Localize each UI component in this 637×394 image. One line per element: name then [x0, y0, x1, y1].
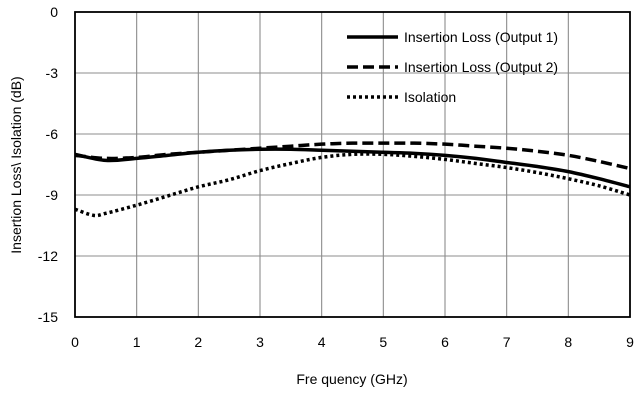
x-tick-label: 9 [626, 334, 634, 350]
legend-label-output-1: Insertion Loss (Output 1) [404, 29, 558, 45]
grid [75, 12, 630, 317]
x-tick-label: 6 [441, 334, 449, 350]
x-tick-label: 0 [71, 334, 79, 350]
y-tick-label: -12 [38, 248, 58, 264]
y-tick-label: 0 [50, 4, 58, 20]
legend-label-output-2: Insertion Loss (Output 2) [404, 59, 558, 75]
y-tick-label: -9 [46, 187, 59, 203]
y-tick-label: -15 [38, 309, 58, 325]
series-line-output-2 [74, 141, 631, 171]
y-tick-label: -6 [46, 126, 59, 142]
y-tick-label: -3 [46, 65, 59, 81]
x-tick-label: 2 [194, 334, 202, 350]
series-lines [74, 141, 631, 218]
x-axis-title: Fre quency (GHz) [296, 371, 407, 387]
series-line-output-1 [74, 147, 631, 189]
x-tick-label: 7 [503, 334, 511, 350]
x-tick-label: 4 [318, 334, 326, 350]
legend: Insertion Loss (Output 1) Insertion Loss… [347, 29, 558, 105]
x-tick-label: 5 [379, 334, 387, 350]
y-axis-ticks: 0 -3 -6 -9 -12 -15 [38, 4, 58, 325]
x-tick-label: 3 [256, 334, 264, 350]
plot-area-frame [74, 11, 631, 318]
legend-label-isolation: Isolation [404, 89, 456, 105]
y-axis-title: Insertion Loss\ Isolation (dB) [8, 76, 24, 253]
series-line-isolation [74, 152, 631, 218]
x-axis-ticks: 0 1 2 3 4 5 6 7 8 9 [71, 334, 634, 350]
x-tick-label: 1 [133, 334, 141, 350]
x-tick-label: 8 [564, 334, 572, 350]
